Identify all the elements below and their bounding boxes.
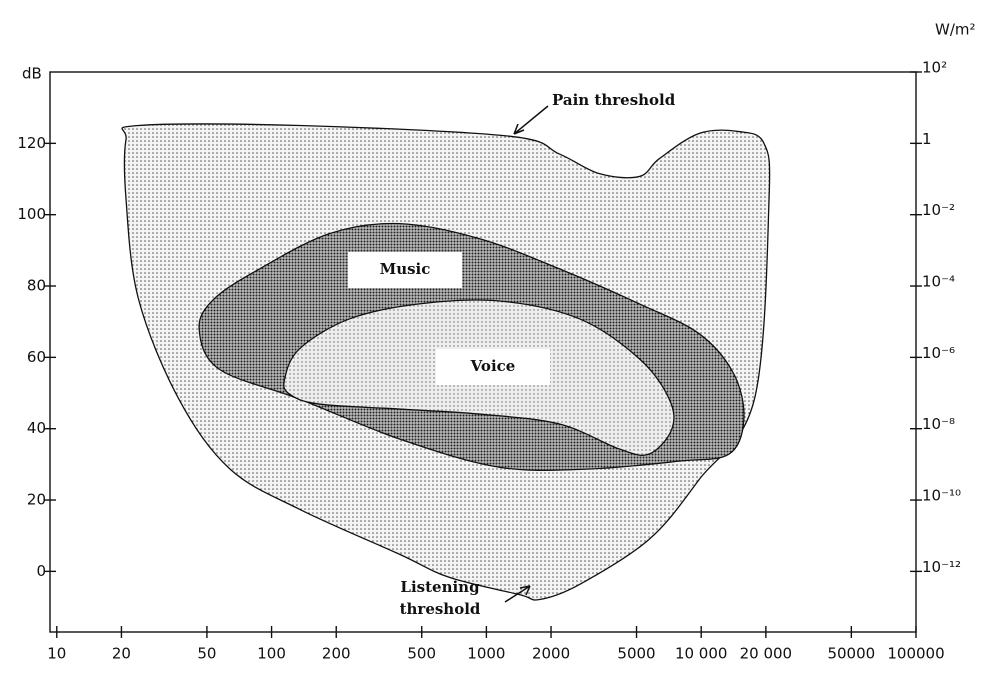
y2-tick-label: 10⁻¹² [922,558,961,576]
annotation: Pain threshold [552,91,676,109]
x-tick-label: 20 [112,645,131,663]
x-tick-label: 5000 [617,645,655,663]
x-tick-label: 20 000 [740,645,793,663]
y-tick-label: 80 [27,277,46,295]
y-axis-label: dB [22,65,42,83]
label-box [348,252,462,288]
y2-tick-label: 10⁻² [922,201,955,219]
y2-tick-label: 1 [922,130,932,148]
annotation: Listening [400,578,480,596]
region-label: Voice [470,357,516,375]
y-tick-label: 100 [17,205,46,223]
y2-axis-label: W/m² [935,21,976,39]
x-tick-label: 50000 [827,645,875,663]
arrow [513,105,549,135]
plot-frame [49,71,917,633]
y-tick-label: 120 [17,134,46,152]
y2-tick-label: 10⁻⁴ [922,273,955,291]
x-tick-label: 2000 [532,645,570,663]
label-box [436,349,550,385]
x-tick-label: 1000 [467,645,505,663]
x-tick-label: 500 [407,645,436,663]
y-tick-label: 40 [27,419,46,437]
y-tick-label: 0 [36,562,46,580]
x-tick-label: 10 000 [675,645,728,663]
y2-tick-label: 10⁻¹⁰ [922,487,961,505]
x-tick-label: 50 [197,645,216,663]
y2-tick-label: 10⁻⁸ [922,415,955,433]
y2-tick-label: 10⁻⁶ [922,344,955,362]
arrow [504,585,531,603]
y2-tick-label: 10² [922,59,947,77]
annotation: threshold [400,600,481,618]
x-tick-label: 100000 [887,645,944,663]
x-tick-label: 100 [257,645,286,663]
y-tick-label: 60 [27,348,46,366]
y-tick-label: 20 [27,491,46,509]
region-label: Music [380,260,431,278]
x-tick-label: 200 [322,645,351,663]
x-tick-label: 10 [47,645,66,663]
